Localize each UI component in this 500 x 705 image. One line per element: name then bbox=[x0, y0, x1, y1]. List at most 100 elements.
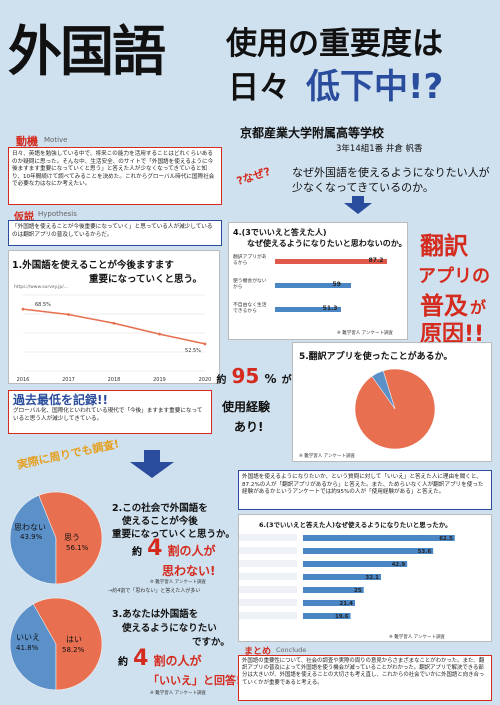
q6-bar bbox=[303, 535, 455, 541]
down-arrow-icon bbox=[344, 196, 372, 214]
title-line2a: 日々 bbox=[228, 70, 290, 106]
q6-category-placeholder bbox=[239, 560, 297, 567]
pie2-yes-pct: 56.1% bbox=[66, 544, 89, 552]
q6-bar bbox=[303, 561, 408, 567]
q3-title-c: ですか。 bbox=[192, 637, 230, 648]
pie2-yes-label: 思う bbox=[64, 533, 80, 542]
q6-category-placeholder bbox=[239, 547, 297, 554]
record-box: 過去最低を記録!! グローバル化、国際化といわれている現代で「今後」ますます重要… bbox=[8, 390, 212, 434]
record-text: グローバル化、国際化といわれている現代で「今後」ますます重要になっていると思う人… bbox=[13, 408, 203, 422]
q6-title: 6.(3でいいえと答えた人)なぜ使えるようになりたいと思ったか。 bbox=[259, 521, 452, 529]
q6-value-label: 21.4 bbox=[339, 601, 353, 607]
q5-box: 5.翻訳アプリを使ったことがあるか。 ※ 難学習人 アンケート調査 bbox=[292, 342, 492, 462]
q6-value-label: 32.1 bbox=[365, 575, 379, 581]
pct95-c: % bbox=[264, 372, 277, 386]
q3-big-d: 「いいえ」と回答! bbox=[148, 674, 242, 687]
q3-pie-slice bbox=[9, 603, 57, 691]
chart1-series-line bbox=[22, 308, 206, 345]
pct95-d: が bbox=[281, 375, 292, 386]
q6-chart: 62.5 53.6 42.9 32.1 25 21.4 19.6 bbox=[239, 534, 455, 620]
cause-d: が bbox=[470, 298, 487, 317]
q3-big-b: 4 bbox=[133, 646, 149, 671]
why-mark: ?なぜ? bbox=[234, 164, 273, 189]
q6-value-label: 25 bbox=[354, 588, 362, 594]
conclusion-label: まとめ bbox=[244, 647, 272, 657]
q6-box: 6.(3でいいえと答えた人)なぜ使えるようになりたいと思ったか。 62.5 53.… bbox=[238, 514, 492, 642]
chart1-url: https://www.survey.jp/... bbox=[14, 285, 69, 290]
pie3-no-label: いいえ bbox=[16, 633, 40, 642]
pct95-e: 使用経験 bbox=[222, 400, 271, 414]
q2-big: 約 4 割の人が bbox=[132, 536, 216, 561]
q6-value-label: 62.5 bbox=[439, 536, 453, 542]
q3-source: ※ 難学習人 アンケート調査 bbox=[150, 691, 206, 696]
q3-pie-slice bbox=[32, 597, 103, 691]
q6-value-label: 53.6 bbox=[418, 549, 432, 555]
chart1-xtick: 2018 bbox=[108, 377, 121, 383]
q6-category-placeholder bbox=[239, 573, 297, 580]
q2-big-a: 約 bbox=[132, 547, 142, 558]
chart1-box: 1.外国語を使えることが今後ますます 重要になっていくと思う。 https://… bbox=[8, 250, 220, 384]
q6-value-label: 19.6 bbox=[335, 614, 349, 620]
q5-source: ※ 難学習人 アンケート調査 bbox=[299, 454, 355, 459]
title-line2b: 低下中!? bbox=[306, 67, 444, 107]
title-big: 外国語 bbox=[8, 20, 166, 83]
q5-pie-slice bbox=[371, 370, 396, 410]
q3-title-b: 使えるようになりたい bbox=[122, 623, 217, 634]
q6-bar bbox=[303, 600, 355, 606]
q4-category-label: 使う機会がないから bbox=[233, 279, 267, 290]
q2-pie-slice bbox=[9, 495, 57, 585]
conclusion-label-en: Conclude bbox=[276, 646, 307, 654]
q4-bar bbox=[275, 307, 341, 312]
cause-b: アプリの bbox=[418, 266, 490, 287]
q6-bar bbox=[303, 574, 381, 580]
research-label: 実際に周りでも調査! bbox=[15, 437, 121, 472]
pct95-f: あり! bbox=[234, 420, 264, 434]
conclusion-box: 外国語の重要性について、社会の調査や実際の周りの意見からさまざまなことがわかった… bbox=[238, 655, 492, 701]
q4-bar bbox=[275, 283, 351, 288]
pct95-a: 約 bbox=[216, 375, 227, 386]
q6-value-label: 42.9 bbox=[392, 562, 406, 568]
chart1-point bbox=[21, 307, 25, 311]
chart1-title-a: 1.外国語を使えることが今後ますます bbox=[12, 260, 174, 271]
pct95-b: 95 bbox=[231, 364, 260, 388]
q2-big-d: 思わない! bbox=[162, 564, 216, 578]
q3-title-a: 3.あなたは外国語を bbox=[112, 609, 199, 620]
q4-bar bbox=[275, 259, 387, 264]
q2-title-b: 使えることが今後 bbox=[122, 516, 198, 527]
q4-box: 4.(3でいいえと答えた人) なぜ使えるようになりたいと思わないのか。 翻訳アプ… bbox=[228, 222, 408, 340]
hypothesis-label-en: Hypothesis bbox=[38, 210, 77, 218]
q6-bar bbox=[303, 587, 364, 593]
pie3-yes-pct: 58.2% bbox=[62, 646, 85, 654]
q3-big-a: 約 bbox=[118, 657, 128, 668]
cause-a: 翻訳 bbox=[420, 232, 468, 260]
motive-text: 日々、英語を勉強している中で、将来この能力を活用することはどれくらいあるのか疑問… bbox=[12, 151, 215, 188]
q4-value-label: 87.2 bbox=[368, 257, 384, 264]
q3-pie bbox=[9, 597, 103, 691]
chart1-point bbox=[158, 332, 161, 336]
conclusion-text: 外国語の重要性について、社会の調査や実際の周りの意見からさまざまなことがわかった… bbox=[242, 658, 485, 686]
motive-label-en: Motive bbox=[44, 136, 68, 144]
q2-big-b: 4 bbox=[147, 536, 163, 561]
pie3-yes-label: はい bbox=[66, 635, 82, 644]
summary-mid-box: 外国語を使えるようになりたいか、という質問に対して「いいえ」と答えた人に理由を聞… bbox=[238, 470, 492, 510]
chart1-point bbox=[67, 313, 70, 316]
q2-title-a: 2.この社会で外国語を bbox=[112, 503, 208, 514]
q5-title: 5.翻訳アプリを使ったことがあるか。 bbox=[299, 352, 453, 362]
q4-category-label: 不自由なく生活できるから bbox=[233, 303, 267, 314]
cause-c: 普及 bbox=[420, 292, 468, 320]
record-title: 過去最低を記録!! bbox=[13, 393, 108, 407]
chart1-label-end: 52.5% bbox=[185, 348, 201, 354]
q6-category-placeholder bbox=[239, 586, 297, 593]
pie3-no-pct: 41.8% bbox=[16, 644, 39, 652]
q5-pie bbox=[354, 368, 436, 450]
pct95-block: 約 95 % が bbox=[214, 364, 294, 388]
q3-big-c: 割の人が bbox=[153, 654, 202, 668]
title-line1: 使用の重要度は bbox=[226, 26, 443, 62]
q6-source: ※ 難学習人 アンケート調査 bbox=[389, 635, 445, 640]
q4-title-a: 4.(3でいいえと答えた人) bbox=[233, 228, 327, 237]
q2-pie bbox=[9, 491, 103, 585]
q2-source: ※ 難学習人 アンケート調査 bbox=[150, 580, 206, 585]
chart1-xtick: 2017 bbox=[62, 377, 75, 383]
hypothesis-label: 仮説 bbox=[14, 212, 34, 223]
